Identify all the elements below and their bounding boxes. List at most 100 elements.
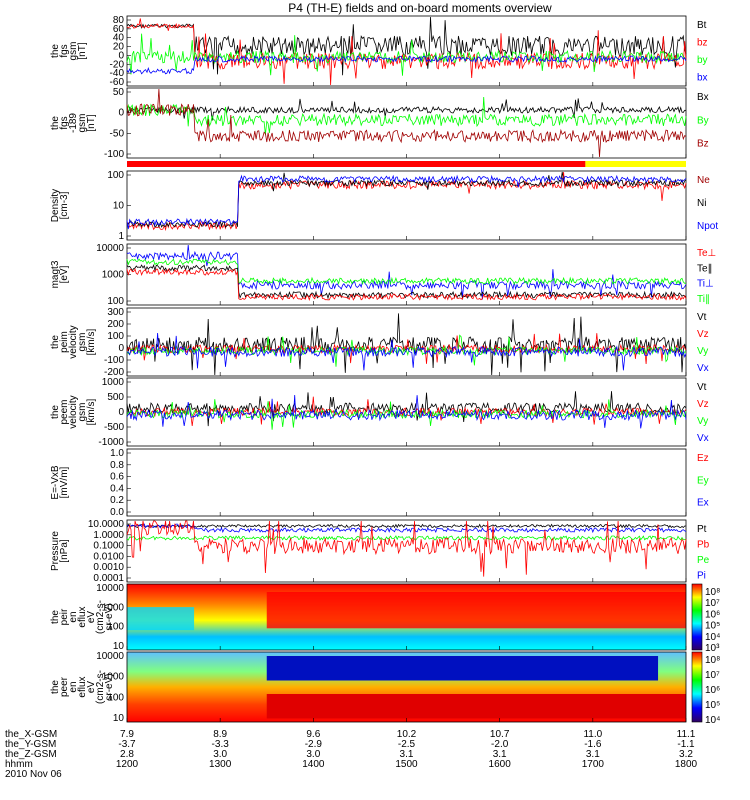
series-bx: [126, 54, 687, 75]
xaxis-value: 1600: [489, 759, 512, 770]
ylabel-temp: magt3[eV]: [50, 260, 70, 288]
legend-entry: Vz: [697, 399, 709, 410]
ylabel-line: eV: [86, 681, 97, 694]
series-bz: [126, 88, 687, 158]
ylabel-density: Density[cm-3]: [50, 189, 70, 222]
ytick-label: 0: [118, 50, 124, 61]
ytick-label: 100: [107, 170, 124, 181]
x-axis-labels: the_X-GSM 7.9 8.9 9.6 10.2 10.7 11.0 11.1 the_Y-…: [5, 729, 698, 780]
legend-entry: Bx: [697, 92, 709, 103]
ylabel-line: [nT]: [86, 114, 97, 131]
orbit-bar-yellow: [585, 161, 686, 167]
legend-entry: Ez: [697, 453, 709, 464]
ylabel-line: Density: [50, 189, 61, 222]
ylabel-line: the: [50, 610, 61, 624]
ytick-label: 500: [107, 392, 124, 403]
xaxis-value: 3.0: [213, 749, 227, 760]
date-label: 2010 Nov 06: [5, 769, 62, 780]
xaxis-row-label: the_X-GSM: [5, 729, 57, 740]
ylabel-line: velocity: [68, 395, 79, 428]
ylabel-line: the: [50, 116, 61, 130]
ytick-label: 1.0000: [93, 530, 124, 541]
ytick-label: 40: [113, 33, 125, 44]
series-pt: [126, 523, 686, 529]
legend-entry: bz: [697, 38, 708, 49]
ylabel-line: (cm2-s-: [95, 600, 106, 634]
ytick-label: -500: [104, 422, 124, 433]
ytick-label: -1000: [98, 437, 124, 448]
ytick-label: 0.8: [110, 460, 124, 471]
ylabel-line: Pressure: [50, 531, 61, 571]
ytick-label: 10.0000: [88, 519, 125, 530]
ytick-label: 0.0010: [93, 562, 124, 573]
xaxis-value: -2.9: [305, 739, 323, 750]
ylabel-line: [eV]: [59, 265, 70, 283]
xaxis-value: -3.7: [118, 739, 136, 750]
ytick-label: -50: [110, 128, 125, 139]
series-tipar: [126, 258, 687, 286]
legend-entry: Bt: [697, 20, 707, 31]
ylabel-line: magt3: [50, 260, 61, 288]
ylabel-line: E=-VxB: [50, 465, 61, 500]
ytick-label: 100: [107, 296, 124, 307]
ylabel-line: peem: [59, 399, 70, 424]
legend-entry: Te∥: [697, 263, 713, 274]
xaxis-value: 11.1: [677, 729, 696, 740]
panel-frame: [126, 448, 687, 517]
panel-frame: [126, 170, 687, 241]
ylabel-line: [nT]: [77, 42, 88, 59]
ytick-label: -60: [110, 77, 125, 88]
spectro-band: [266, 694, 686, 719]
legend-entry: Pb: [697, 540, 710, 551]
series-tiperp: [126, 244, 687, 300]
ytick-label: 1000: [102, 672, 125, 683]
legend-entry: Npot: [697, 221, 718, 232]
series-npot: [126, 174, 687, 230]
ytick-label: 0: [118, 343, 124, 354]
legend-entry: Ex: [697, 498, 709, 509]
colorbar-label: 10⁷: [705, 670, 720, 681]
xaxis-row-label: the_Z-GSM: [5, 749, 57, 760]
xaxis-value: 9.6: [306, 729, 320, 740]
ytick-label: 0.6: [110, 472, 124, 483]
xaxis-value: -1.6: [584, 739, 602, 750]
series-teperp: [126, 268, 687, 301]
colorbar-label: 10⁶: [705, 685, 720, 696]
legend-entry: Vz: [697, 329, 709, 340]
ylabel-line: peim: [59, 331, 70, 353]
series-bx: [126, 98, 687, 121]
ylabel-line: [km/s]: [86, 328, 97, 355]
legend-entry: Pe: [697, 555, 710, 566]
series-vt: [126, 313, 687, 376]
ytick-label: 0.0001: [93, 573, 124, 584]
spectro-band: [266, 656, 659, 681]
ylabel-line: the: [50, 44, 61, 58]
xaxis-value: 8.9: [213, 729, 227, 740]
spectro-band: [266, 592, 686, 629]
colorbar-label: 10⁵: [705, 700, 720, 711]
ytick-label: 10000: [96, 243, 124, 254]
ylabel-line: [mV/m]: [59, 466, 70, 498]
orbit-bar-red: [127, 161, 586, 167]
xaxis-value: 1400: [302, 759, 325, 770]
ylabel-line: [cm-3]: [59, 191, 70, 219]
ylabel-line: the: [50, 335, 61, 349]
xaxis-value: 1200: [116, 759, 139, 770]
series-pi: [126, 523, 687, 534]
ytick-label: -20: [110, 59, 125, 70]
legend-entry: Vx: [697, 363, 709, 374]
xaxis-value: 3.2: [679, 749, 693, 760]
ylabel-efield: E=-VxB[mV/m]: [50, 465, 70, 500]
panel-density: Density[cm-3] 100 10 1 Ne Ni Npot: [50, 170, 718, 242]
ytick-label: 0.2: [110, 495, 124, 506]
xaxis-value: 10.7: [490, 729, 510, 740]
ytick-label: 1.0: [110, 448, 124, 459]
series-bt: [126, 16, 687, 76]
colorbar-label: 10⁵: [705, 621, 720, 632]
ytick-label: 80: [113, 15, 125, 26]
spectro-band: [127, 607, 195, 631]
ytick-label: 1000: [102, 602, 125, 613]
